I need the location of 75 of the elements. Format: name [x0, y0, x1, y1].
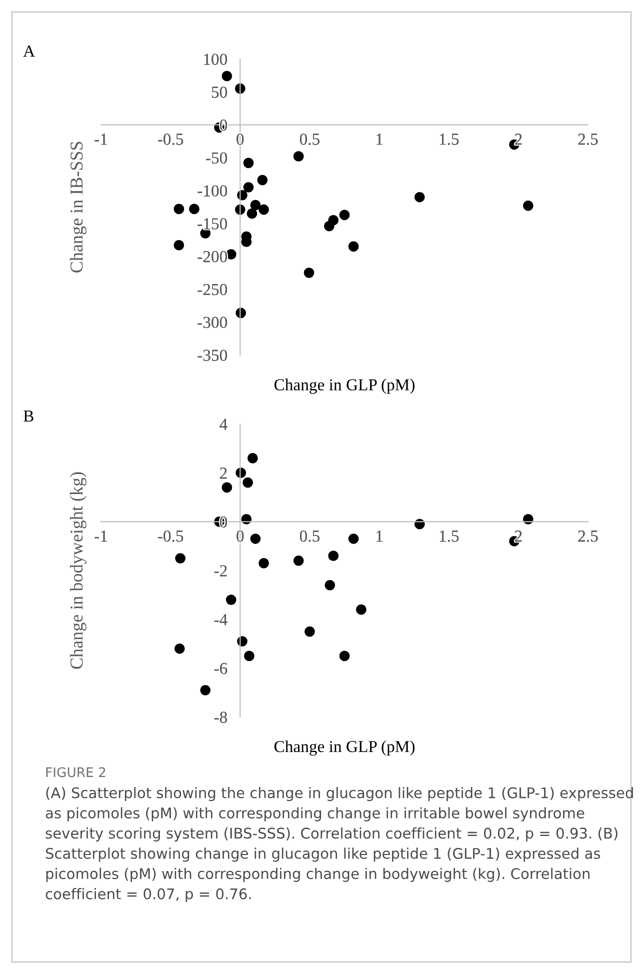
- x-tick-label: -0.5: [158, 134, 184, 145]
- point: [250, 534, 261, 544]
- y-tick-label: -8: [214, 712, 228, 723]
- point: [222, 70, 232, 82]
- y-axis-title: Change in IB-SSS: [70, 142, 86, 272]
- y-axis-title: Change in bodyweight (kg): [70, 472, 86, 669]
- point: [174, 643, 185, 654]
- point: [339, 650, 350, 662]
- point: [522, 200, 534, 211]
- point: [324, 580, 336, 590]
- x-tick-label: 0: [236, 134, 244, 145]
- point: [258, 204, 269, 215]
- point: [293, 151, 304, 162]
- point: [222, 482, 232, 493]
- y-tick-label: 0: [220, 516, 228, 528]
- x-tick-label: 1.5: [440, 530, 459, 542]
- point: [244, 650, 254, 662]
- y-tick-label: -300: [198, 316, 228, 328]
- caption: FIGURE 2: [46, 767, 106, 778]
- x-tick-label: 2.5: [578, 530, 598, 542]
- y-tick-label: -50: [206, 152, 228, 164]
- x-tick-label: 1.5: [440, 134, 459, 145]
- y-tick-label: -200: [198, 251, 228, 262]
- point: [258, 558, 269, 568]
- y-tick-label: -150: [198, 218, 228, 230]
- point: [304, 626, 315, 637]
- y-tick-label: 50: [212, 86, 228, 98]
- point: [246, 208, 258, 219]
- point: [339, 210, 350, 220]
- x-axis-title: Change in GLP (pM): [274, 378, 415, 394]
- y-tick-label: 4: [220, 418, 228, 430]
- y-tick-label: -350: [198, 350, 228, 361]
- y-tick-label: -250: [198, 284, 228, 296]
- x-axis-title: Change in GLP (pM): [274, 740, 415, 756]
- y-tick-label: -4: [214, 614, 228, 626]
- y-tick-label: -100: [198, 185, 228, 196]
- y-tick-label: -6: [214, 662, 228, 674]
- point: [304, 268, 314, 278]
- x-tick-label: 2: [514, 530, 522, 542]
- y-tick-label: 100: [204, 54, 228, 65]
- point: [200, 684, 211, 696]
- point: [175, 553, 186, 564]
- chart-title: B: [24, 410, 34, 422]
- x-tick-label: 1: [376, 134, 382, 145]
- x-tick-label: 0.5: [300, 134, 320, 145]
- point: [293, 556, 304, 566]
- point: [242, 477, 253, 488]
- point: [189, 204, 200, 214]
- point: [414, 192, 425, 202]
- y-tick-label: 0: [220, 119, 228, 131]
- point: [348, 534, 359, 544]
- point: [356, 604, 366, 615]
- point: [324, 220, 334, 232]
- point: [243, 182, 254, 192]
- x-tick-label: 1: [376, 530, 382, 542]
- x-tick-label: -1: [94, 530, 107, 542]
- x-tick-label: 2: [514, 134, 522, 145]
- point: [257, 174, 268, 186]
- x-tick-label: -1: [94, 134, 107, 145]
- point: [250, 200, 261, 210]
- y-tick-label: -2: [214, 565, 227, 576]
- point: [226, 594, 236, 605]
- point: [348, 241, 359, 252]
- point: [243, 158, 254, 168]
- y-tick-label: 2: [220, 468, 227, 479]
- x-tick-label: -0.5: [158, 530, 184, 542]
- point: [247, 452, 258, 464]
- x-tick-label: 2.5: [578, 134, 598, 145]
- point: [328, 550, 339, 562]
- x-tick-label: 0.5: [300, 530, 320, 542]
- text: (A) Scatterplot showing the change in glucagon like peptide 1 (GLP-1) expressed as picomoles (pM) with corresponding change in irritable bowel syndrome severity scoring system (IBS-SSS). Correlation coefficient = 0.02, p = 0.93. (B) Scatterplot showing change in glucagon like peptide 1 (GLP-1) expressed as picomoles (pM) with corresponding change in bodyweight (kg). Correlation coefficient = 0.07, p = 0.76.: [46, 787, 633, 902]
- x-tick-label: 0: [236, 530, 244, 542]
- point: [174, 240, 184, 250]
- point: [174, 204, 184, 214]
- chart-title: A: [23, 46, 35, 57]
